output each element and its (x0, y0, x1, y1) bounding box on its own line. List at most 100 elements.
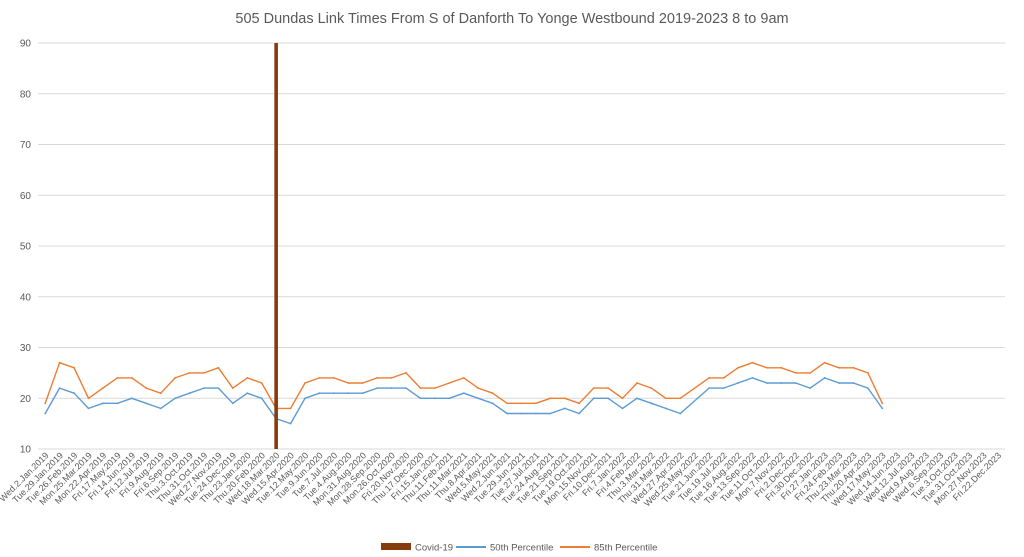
data-point (838, 366, 840, 369)
data-point (188, 392, 191, 395)
data-point (333, 377, 335, 379)
data-point (448, 397, 451, 400)
data-point (708, 377, 710, 379)
data-point (231, 402, 234, 405)
data-point (852, 366, 855, 369)
data-point (535, 412, 537, 415)
data-point (58, 361, 61, 364)
data-point (751, 377, 754, 379)
data-point (578, 402, 581, 405)
data-point (477, 397, 480, 400)
data-point (664, 397, 667, 400)
legend: Covid-19 50th Percentile 85th Percentile (381, 543, 657, 554)
data-point (361, 392, 364, 395)
x-axis: Wed.2.Jan.2019Tue.29.Jan.2019Tue.26.Feb.… (0, 450, 1003, 508)
data-point (823, 377, 826, 379)
data-point (607, 387, 609, 389)
data-point (361, 382, 364, 384)
y-tick-label-80: 80 (20, 89, 32, 100)
data-point (289, 422, 292, 425)
data-point (217, 387, 220, 389)
data-point (462, 377, 465, 379)
data-point (289, 407, 292, 410)
data-point (116, 402, 119, 405)
data-point (679, 412, 682, 415)
data-point (246, 377, 249, 379)
data-point (419, 397, 422, 400)
data-point (217, 366, 220, 369)
y-tick-label-60: 60 (20, 191, 32, 202)
series-line-85th-percentile (44, 362, 883, 410)
data-point (130, 397, 133, 400)
data-point (722, 387, 725, 389)
data-point (780, 366, 783, 369)
data-point (867, 387, 869, 389)
data-point (102, 387, 104, 389)
data-point (592, 387, 595, 389)
data-point (405, 387, 407, 389)
data-point (87, 407, 90, 410)
y-tick-label-20: 20 (20, 394, 32, 405)
data-point (203, 387, 205, 389)
data-point (563, 397, 566, 400)
data-point (679, 397, 682, 400)
data-point (737, 366, 739, 369)
data-point (592, 397, 595, 400)
data-point (535, 402, 537, 405)
data-point (159, 407, 162, 410)
data-point (650, 387, 653, 389)
data-point (102, 402, 104, 405)
data-point (578, 412, 581, 415)
data-point (145, 402, 148, 405)
data-point (318, 392, 321, 395)
data-point (607, 397, 609, 400)
data-point (881, 402, 884, 405)
data-point (376, 377, 379, 379)
series-line-50th-percentile (44, 377, 883, 425)
data-point (477, 387, 480, 389)
data-point (794, 372, 797, 374)
data-point (390, 377, 393, 379)
data-point (708, 387, 710, 389)
data-point (737, 382, 739, 384)
y-tick-label-50: 50 (20, 242, 32, 253)
data-point (87, 397, 90, 400)
data-point (491, 402, 494, 405)
data-point (116, 377, 119, 379)
data-point (751, 361, 754, 364)
data-point (58, 387, 61, 389)
data-point (390, 387, 393, 389)
data-point (130, 377, 133, 379)
y-tick-label-10: 10 (20, 445, 32, 456)
data-point (448, 382, 451, 384)
data-point (794, 382, 797, 384)
y-tick-label-40: 40 (20, 292, 32, 303)
data-point (636, 382, 638, 384)
covid-19-bar (274, 43, 278, 449)
data-point (304, 382, 306, 384)
y-tick-label-30: 30 (20, 343, 32, 354)
data-point (823, 361, 826, 364)
data-point (434, 387, 436, 389)
data-point (159, 392, 162, 395)
data-point (203, 372, 205, 374)
data-point (549, 397, 552, 400)
legend-label-50th-percentile: 50th Percentile (490, 543, 553, 554)
data-point (260, 382, 263, 384)
data-point (664, 407, 667, 410)
data-point (520, 402, 523, 405)
data-point (174, 397, 177, 400)
data-point (549, 412, 552, 415)
legend-label-85th-percentile: 85th Percentile (594, 543, 657, 554)
data-point (780, 382, 783, 384)
data-point (563, 407, 566, 410)
y-axis: 10 20 30 40 50 60 70 80 90 (20, 39, 32, 456)
legend-swatch-covid-19 (381, 543, 411, 550)
data-point (621, 397, 624, 400)
data-point (520, 412, 523, 415)
data-point (722, 377, 725, 379)
data-point (44, 402, 47, 405)
data-point (333, 392, 335, 395)
data-point (491, 392, 494, 395)
